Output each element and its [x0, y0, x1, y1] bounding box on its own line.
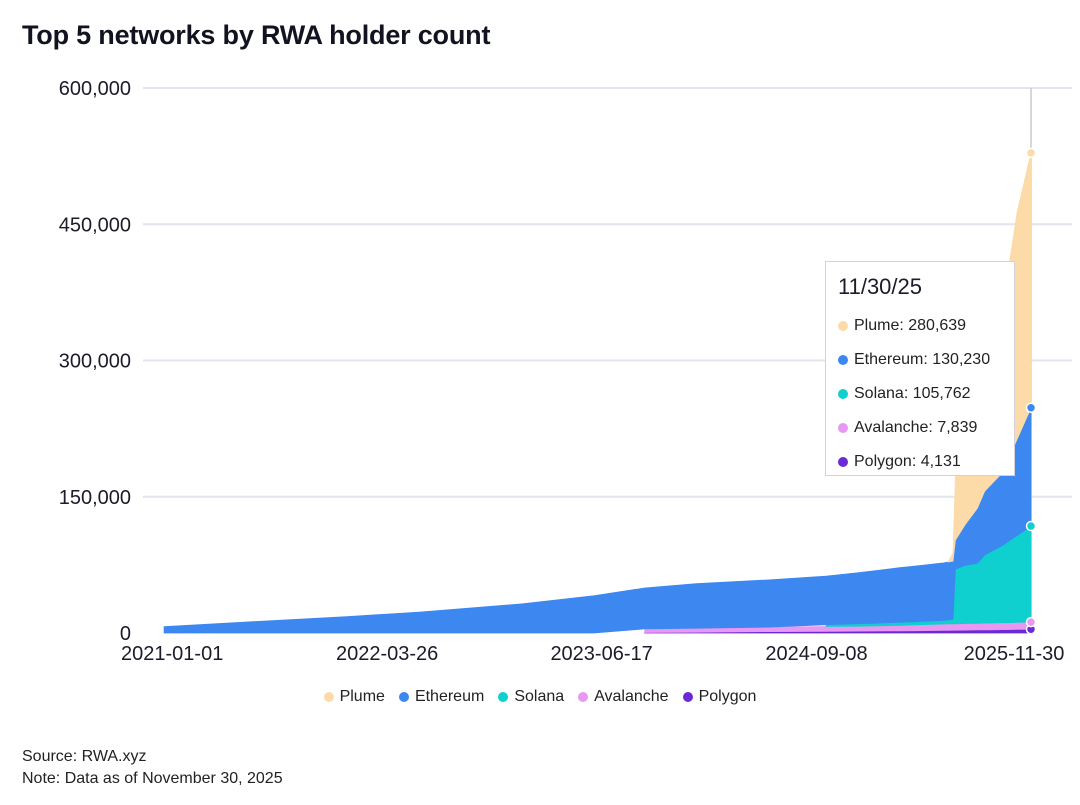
- tooltip-row-avalanche: Avalanche: 7,839: [838, 411, 1002, 445]
- y-tick-label-2: 300,000: [59, 351, 131, 373]
- x-tick-label-1: 2022-03-26: [336, 643, 438, 665]
- tooltip-value: Polygon: 4,131: [854, 453, 961, 470]
- tooltip-swatch: [838, 389, 848, 399]
- y-tick-label-4: 600,000: [59, 78, 131, 100]
- tooltip-value: Solana: 105,762: [854, 385, 971, 402]
- x-tick-label-3: 2024-09-08: [765, 643, 867, 665]
- tooltip-swatch: [838, 423, 848, 433]
- tooltip-date: 11/30/25: [838, 274, 923, 299]
- tooltip-value: Ethereum: 130,230: [854, 351, 991, 368]
- y-tick-labels: 0 150,000 300,000 450,000 600,000: [59, 78, 131, 645]
- y-tick-label-3: 450,000: [59, 214, 131, 236]
- x-tick-labels: 2021-01-01 2022-03-26 2023-06-17 2024-09-08…: [121, 643, 1064, 665]
- chart-title: Top 5 networks by RWA holder count: [22, 20, 491, 50]
- marker-plume: [1025, 147, 1037, 159]
- end-markers: [1025, 147, 1037, 635]
- x-tick-label-0: 2021-01-01: [121, 643, 223, 665]
- legend-swatch: [498, 692, 509, 702]
- tooltip-value: Avalanche: 7,839: [854, 419, 978, 436]
- marker-ethereum: [1025, 402, 1037, 414]
- note-text: Note: Data as of November 30, 2025: [22, 770, 283, 787]
- grid-lines: [143, 87, 1072, 633]
- y-tick-label-0: 0: [120, 623, 131, 645]
- tooltip-row-solana: Solana: 105,762: [838, 377, 1002, 411]
- tooltip-value: Plume: 280,639: [854, 317, 967, 334]
- footer: Source: RWA.xyz Note: Data as of Novembe…: [22, 746, 283, 790]
- legend-label: Ethereum: [414, 688, 485, 705]
- legend-label: Polygon: [698, 688, 757, 705]
- legend-swatch: [682, 692, 693, 702]
- marker-solana: [1025, 520, 1037, 532]
- tooltip-rows: Plume: 280,639 Ethereum: 130,230 Solana: 1…: [838, 309, 1002, 479]
- legend-item-solana[interactable]: Solana: [498, 688, 564, 706]
- source-text: Source: RWA.xyz: [22, 748, 147, 765]
- tooltip: 11/30/25 Plume: 280,639 Ethereum: 130,230…: [825, 261, 1015, 476]
- legend-swatch: [578, 692, 589, 702]
- marker-avalanche: [1025, 616, 1037, 628]
- tooltip-swatch: [838, 457, 848, 467]
- x-tick-label-2: 2023-06-17: [550, 643, 652, 665]
- legend-item-ethereum[interactable]: Ethereum: [398, 688, 485, 706]
- y-tick-label-1: 150,000: [59, 487, 131, 509]
- legend-label: Avalanche: [594, 688, 669, 705]
- x-tick-label-4: 2025-11-30: [964, 643, 1065, 665]
- tooltip-row-plume: Plume: 280,639: [838, 309, 1002, 343]
- legend-item-polygon[interactable]: Polygon: [682, 688, 757, 706]
- legend: Plume Ethereum Solana Avalanche Polygon: [0, 688, 1080, 706]
- tooltip-swatch: [838, 321, 848, 331]
- legend-item-plume[interactable]: Plume: [323, 688, 385, 706]
- tooltip-row-ethereum: Ethereum: 130,230: [838, 343, 1002, 377]
- legend-swatch: [323, 692, 334, 702]
- tooltip-swatch: [838, 355, 848, 365]
- legend-label: Solana: [514, 688, 565, 705]
- tooltip-row-polygon: Polygon: 4,131: [838, 445, 1002, 479]
- legend-swatch: [398, 692, 409, 702]
- legend-item-avalanche[interactable]: Avalanche: [578, 688, 669, 706]
- legend-label: Plume: [339, 688, 385, 705]
